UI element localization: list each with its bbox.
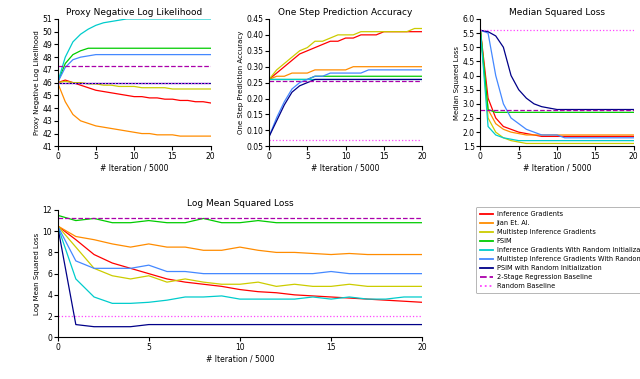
Title: Proxy Negative Log Likelihood: Proxy Negative Log Likelihood (66, 8, 202, 17)
Title: Log Mean Squared Loss: Log Mean Squared Loss (187, 199, 293, 208)
X-axis label: # Iteration / 5000: # Iteration / 5000 (311, 164, 380, 172)
Y-axis label: One Step Prediction Accuracy: One Step Prediction Accuracy (237, 31, 244, 134)
Legend: Inference Gradients, Jian Et. Al., Multistep Inference Gradients, PSIM, Inferenc: Inference Gradients, Jian Et. Al., Multi… (476, 207, 640, 293)
Y-axis label: Proxy Negative Log Likelihood: Proxy Negative Log Likelihood (33, 30, 40, 135)
Title: One Step Prediction Accuracy: One Step Prediction Accuracy (278, 8, 413, 17)
X-axis label: # Iteration / 5000: # Iteration / 5000 (100, 164, 168, 172)
Title: Median Squared Loss: Median Squared Loss (509, 8, 605, 17)
Y-axis label: Log Mean Squared Loss: Log Mean Squared Loss (34, 232, 40, 315)
X-axis label: # Iteration / 5000: # Iteration / 5000 (205, 355, 274, 363)
Y-axis label: Median Squared Loss: Median Squared Loss (454, 45, 460, 120)
X-axis label: # Iteration / 5000: # Iteration / 5000 (523, 164, 591, 172)
